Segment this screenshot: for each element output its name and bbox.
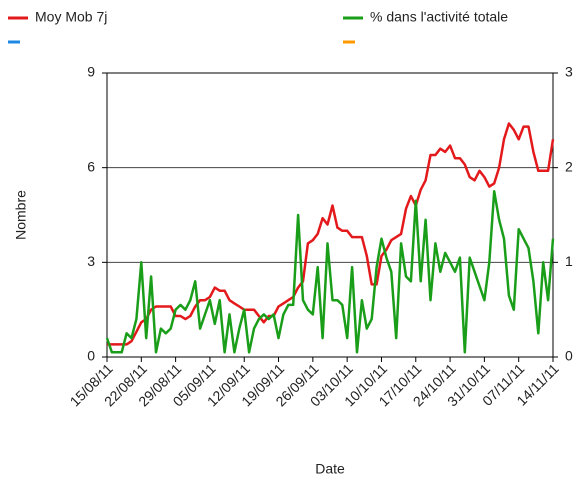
legend-label: % dans l'activité totale	[370, 9, 508, 25]
y-axis-title: Nombre	[13, 190, 29, 240]
y-tick-label: 0	[87, 348, 95, 364]
y-tick-label: 6	[87, 158, 95, 174]
series-line	[105, 190, 555, 354]
y2-tick-label: 0	[565, 348, 573, 364]
legend-label: Moy Mob 7j	[35, 9, 107, 25]
y2-tick-label: 2	[565, 158, 573, 174]
y2-tick-label: 1	[565, 253, 573, 269]
y-tick-label: 9	[87, 64, 95, 80]
x-axis-title: Date	[315, 461, 345, 477]
y-tick-label: 3	[87, 253, 95, 269]
y2-tick-label: 3	[565, 64, 573, 80]
series-line	[107, 122, 555, 346]
